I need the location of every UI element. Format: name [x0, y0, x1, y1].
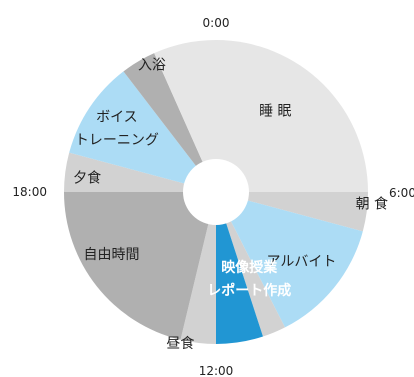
slice-label-5: 昼食 — [166, 335, 194, 352]
pie-center-hole — [183, 159, 249, 225]
slice-label-0: 睡 眠 — [259, 104, 291, 120]
pie-slice-10 — [154, 40, 216, 192]
pie-slice-7 — [64, 152, 216, 192]
pie-slice-8 — [69, 71, 216, 192]
pie-slices — [64, 40, 368, 344]
pie-slice-1 — [216, 192, 368, 232]
pie-slice-6 — [64, 192, 216, 340]
clock-labels: 0:00 6:00 12:00 18:00 — [12, 16, 414, 377]
clock-label-0: 0:00 — [203, 16, 230, 30]
pie-slice-9 — [123, 53, 216, 193]
slice-label-1: 朝 食 — [356, 196, 388, 213]
pie-slice-3 — [216, 192, 286, 337]
slice-label-9: 入浴 — [138, 57, 166, 73]
slice-label-8: ボイストレーニング — [75, 109, 159, 148]
pie-slice-0 — [216, 40, 368, 192]
slice-label-2: アルバイト — [267, 254, 337, 270]
pie-slice-4 — [216, 192, 263, 344]
slice-label-6: 自由時間 — [83, 247, 139, 263]
pie-slice-5 — [180, 192, 216, 344]
slice-label-4: 映像授業レポート作成 — [207, 259, 291, 299]
clock-label-2: 12:00 — [199, 364, 234, 377]
slice-label-7: 夕食 — [73, 169, 101, 186]
clock-label-1: 6:00 — [389, 186, 414, 200]
pie-slice-2 — [216, 192, 363, 328]
clock-label-3: 18:00 — [12, 185, 47, 199]
